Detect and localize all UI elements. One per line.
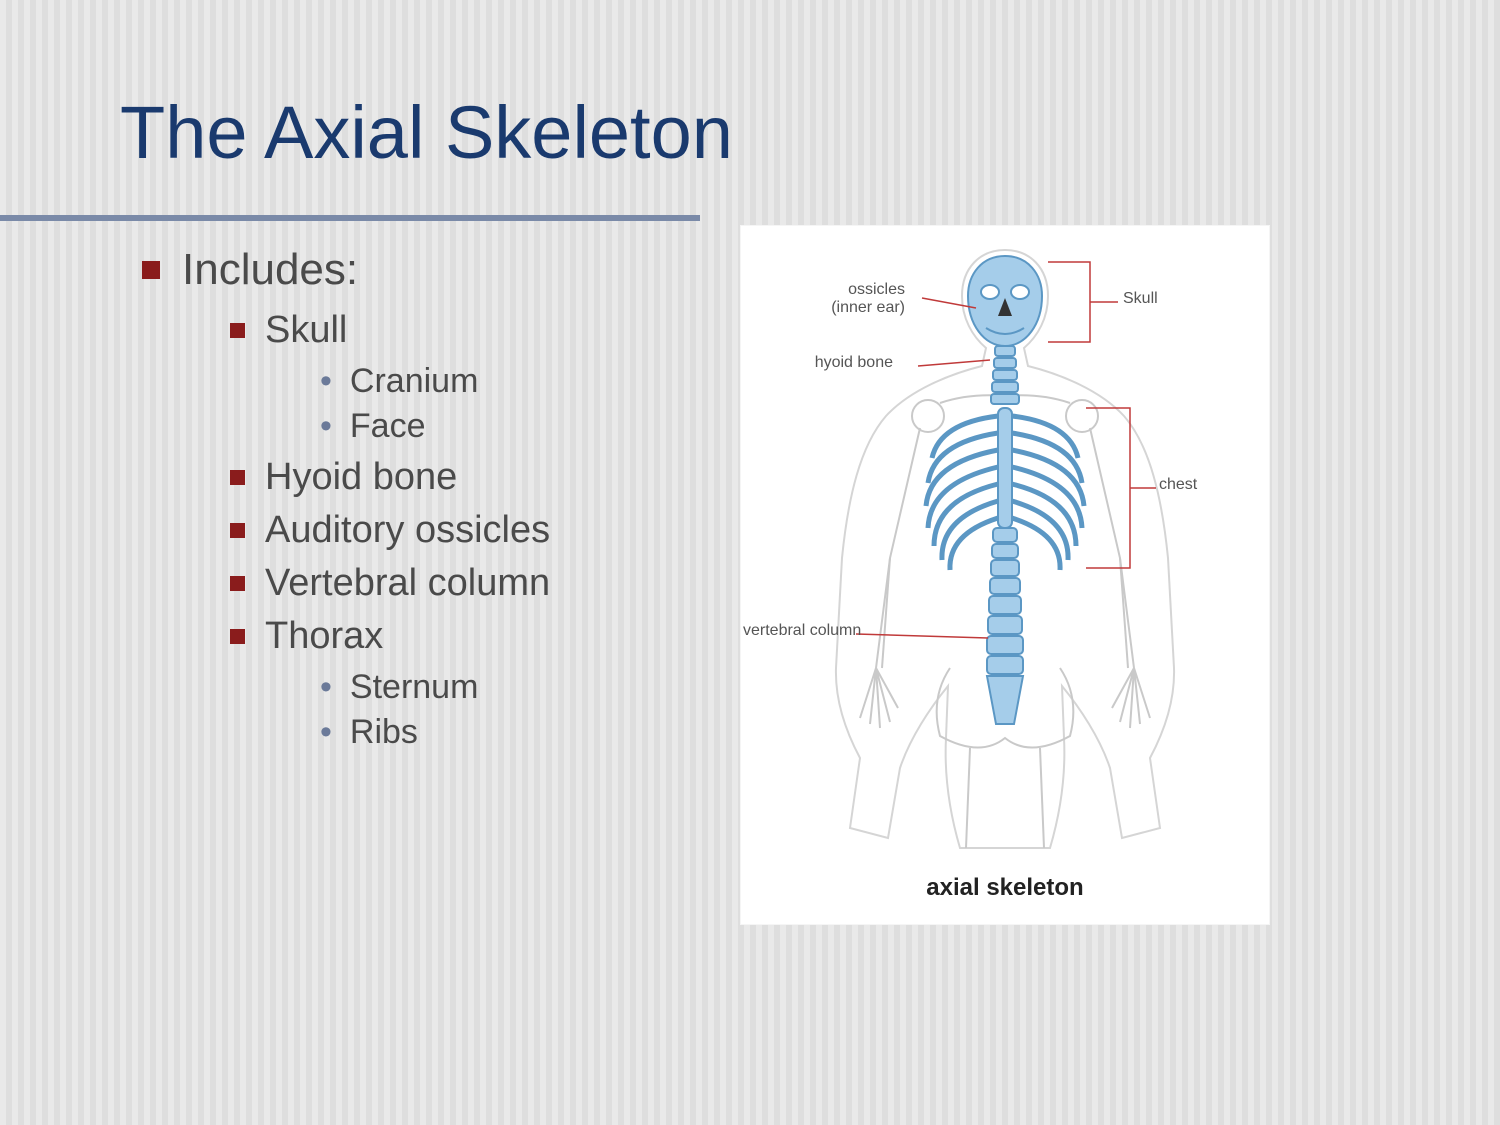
list-text: Cranium [350,362,478,401]
list-item: • Cranium [320,362,680,401]
figure-label-vertebral: vertebral column [743,622,863,640]
label-text: (inner ear) [831,299,905,316]
dot-bullet-icon: • [320,670,332,704]
anatomy-figure: ossicles (inner ear) Skull hyoid bone ch… [740,225,1270,925]
list-text: Hyoid bone [265,456,457,499]
list-text: Face [350,407,426,446]
dot-bullet-icon: • [320,715,332,749]
dot-bullet-icon: • [320,364,332,398]
list-item: • Face [320,407,680,446]
slide-title: The Axial Skeleton [120,90,1390,175]
list-text: Includes: [182,245,358,295]
label-text: ossicles [848,281,905,298]
bullet-list: Includes: Skull • Cranium • Face Hyoid b… [120,225,680,925]
list-text: Skull [265,309,347,352]
list-item: • Ribs [320,713,680,752]
list-text: Auditory ossicles [265,509,550,552]
title-underline [0,215,700,221]
list-item: Thorax [230,615,680,658]
square-bullet-icon [230,470,245,485]
square-bullet-icon [142,261,160,279]
square-bullet-icon [230,523,245,538]
list-item: Includes: [142,245,680,295]
square-bullet-icon [230,629,245,644]
figure-label-hyoid: hyoid bone [803,354,893,372]
slide: The Axial Skeleton Includes: Skull • Cra… [0,0,1500,1125]
list-item: Skull [230,309,680,352]
square-bullet-icon [230,323,245,338]
figure-label-skull: Skull [1123,290,1158,308]
list-item: Hyoid bone [230,456,680,499]
axial-skeleton-diagram [790,238,1220,858]
list-item: Vertebral column [230,562,680,605]
list-text: Vertebral column [265,562,550,605]
list-text: Thorax [265,615,383,658]
figure-caption: axial skeleton [741,874,1269,902]
list-item: Auditory ossicles [230,509,680,552]
figure-label-chest: chest [1159,476,1197,494]
list-item: • Sternum [320,668,680,707]
list-text: Ribs [350,713,418,752]
figure-label-ossicles: ossicles (inner ear) [825,281,905,316]
dot-bullet-icon: • [320,409,332,443]
list-text: Sternum [350,668,479,707]
square-bullet-icon [230,576,245,591]
slide-content: Includes: Skull • Cranium • Face Hyoid b… [120,225,1390,925]
